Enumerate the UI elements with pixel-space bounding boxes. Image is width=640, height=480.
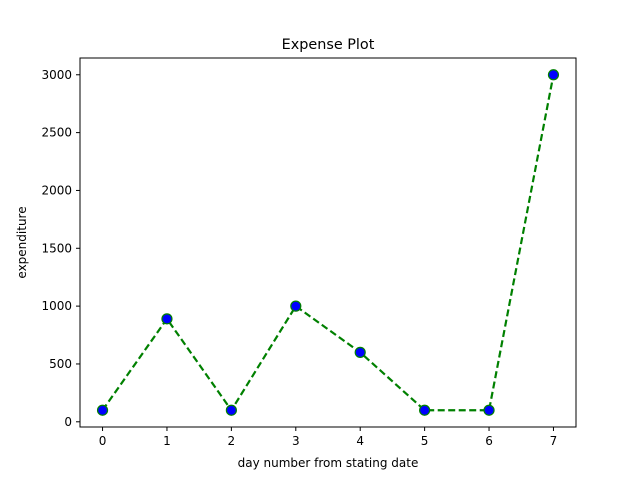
x-tick-label: 6 <box>485 434 493 448</box>
y-tick-label: 3000 <box>41 68 72 82</box>
y-tick-label: 1000 <box>41 299 72 313</box>
y-tick-label: 2500 <box>41 126 72 140</box>
y-tick-label: 2000 <box>41 183 72 197</box>
plot-frame <box>79 57 577 428</box>
x-tick-label: 2 <box>228 434 236 448</box>
y-tick-label: 500 <box>49 357 72 371</box>
x-tick-label: 3 <box>292 434 300 448</box>
y-axis-ticks: 0 500 1000 1500 2000 2500 3000 <box>41 68 80 429</box>
x-tick-label: 5 <box>421 434 429 448</box>
x-tick-label: 7 <box>550 434 558 448</box>
data-point <box>354 346 366 358</box>
series-markers <box>96 69 560 416</box>
y-tick-label: 1500 <box>41 241 72 255</box>
data-point <box>483 404 495 416</box>
y-axis-label: expenditure <box>15 206 29 278</box>
data-point <box>290 300 302 312</box>
data-point <box>547 69 560 81</box>
series-line <box>101 74 555 413</box>
chart-title: Expense Plot <box>282 37 375 53</box>
data-point <box>225 404 237 416</box>
data-point <box>419 404 431 416</box>
y-tick-label: 0 <box>64 415 72 429</box>
data-point <box>161 313 173 325</box>
x-tick-label: 0 <box>99 434 107 448</box>
data-point <box>96 404 109 416</box>
x-axis-label: day number from stating date <box>238 456 419 470</box>
x-tick-label: 4 <box>356 434 364 448</box>
x-tick-label: 1 <box>163 434 171 448</box>
x-axis-ticks: 0 1 2 3 4 5 6 7 <box>99 427 558 448</box>
